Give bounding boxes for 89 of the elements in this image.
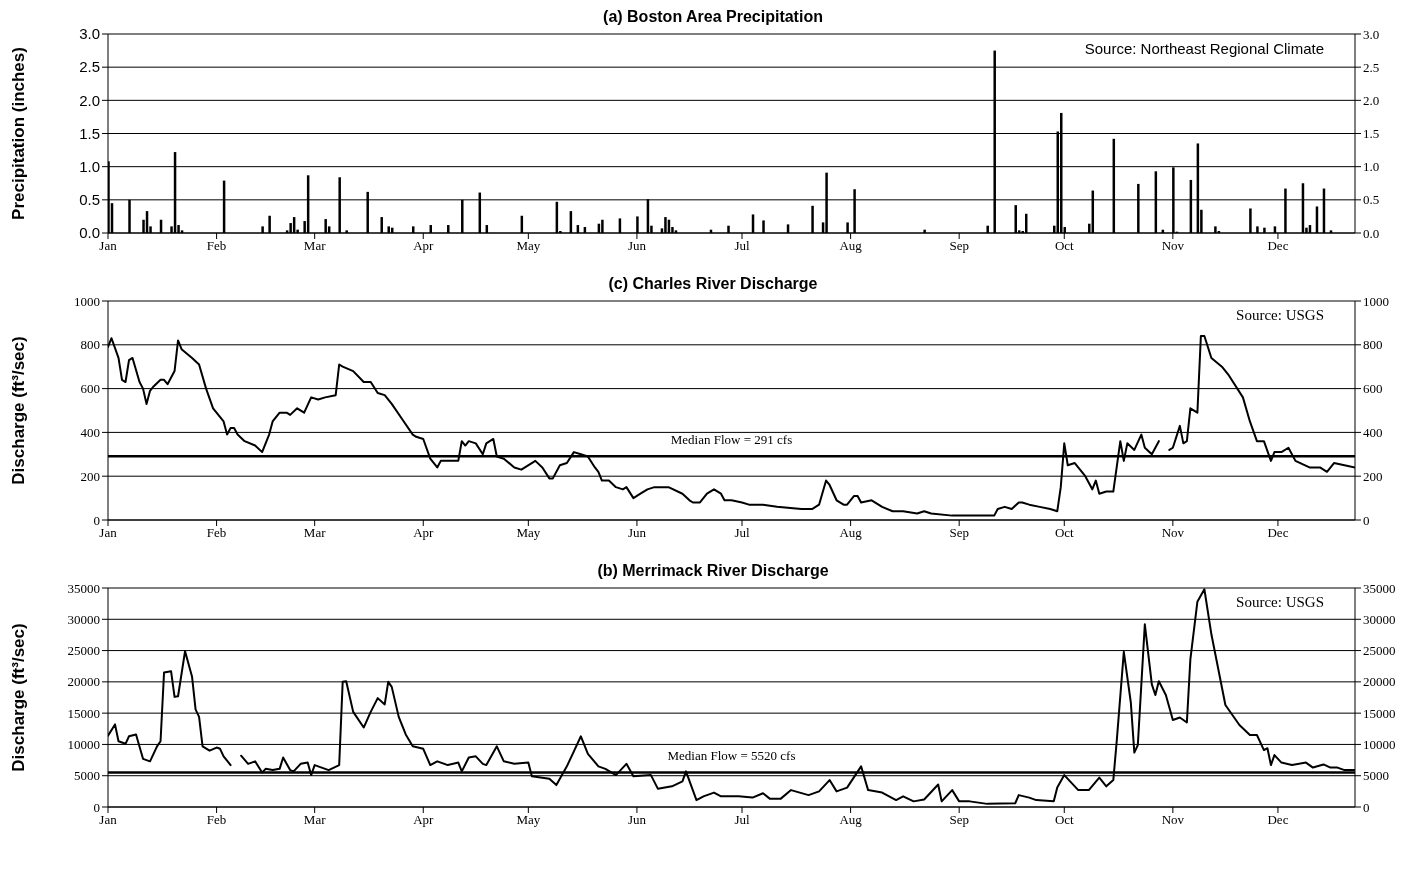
y2-tick-label: 600 <box>1363 381 1383 397</box>
x-tick-label: Nov <box>1161 525 1185 541</box>
x-tick-label: May <box>516 812 541 828</box>
y2-tick-label: 1.5 <box>1363 126 1380 142</box>
y2-tick-label: 20000 <box>1363 674 1396 690</box>
x-tick-label: Aug <box>839 238 863 254</box>
x-tick-label: Jan <box>99 238 118 254</box>
y2-tick-label: 1000 <box>1363 293 1389 309</box>
y-tick-label: 0 <box>93 799 100 815</box>
y-tick-label: 2.5 <box>79 58 100 76</box>
y2-tick-label: 2.5 <box>1363 59 1380 75</box>
y-tick-label: 2.0 <box>79 91 100 109</box>
x-tick-label: Jun <box>627 238 647 254</box>
y-tick-label: 3.0 <box>79 25 100 43</box>
y-axis-title: Discharge (ft³/sec) <box>9 623 29 772</box>
x-tick-label: Jan <box>99 812 118 828</box>
x-tick-label: Jul <box>734 238 750 254</box>
y-axis-title: Precipitation (inches) <box>9 47 29 220</box>
y-tick-label: 200 <box>80 468 100 484</box>
y-axis-title: Discharge (ft³/sec) <box>9 336 29 485</box>
x-tick-label: Aug <box>839 525 863 541</box>
y-tick-label: 25000 <box>67 643 100 659</box>
y-tick-label: 1.0 <box>79 157 100 175</box>
x-tick-label: Feb <box>206 812 227 828</box>
y2-tick-label: 0.5 <box>1363 192 1380 208</box>
x-tick-label: Sep <box>949 812 969 828</box>
x-tick-label: Jul <box>734 812 750 828</box>
x-tick-label: Dec <box>1267 525 1289 541</box>
x-tick-label: Oct <box>1054 812 1075 828</box>
x-tick-label: Feb <box>206 525 227 541</box>
y2-tick-label: 30000 <box>1363 611 1396 627</box>
x-tick-label: Apr <box>413 525 435 541</box>
y2-tick-label: 800 <box>1363 337 1383 353</box>
x-tick-label: Feb <box>206 238 227 254</box>
y-tick-label: 35000 <box>67 580 100 596</box>
ref-line-label: Median Flow = 291 cfs <box>670 432 793 448</box>
y-tick-label: 10000 <box>67 737 100 753</box>
annotation: Source: USGS <box>1232 594 1328 611</box>
x-tick-label: Aug <box>839 812 863 828</box>
y-tick-label: 1000 <box>74 293 100 309</box>
x-tick-label: Mar <box>303 238 327 254</box>
chart-title: (b) Merrimack River Discharge <box>596 562 830 580</box>
y2-tick-label: 200 <box>1363 468 1383 484</box>
y2-tick-label: 10000 <box>1363 737 1396 753</box>
x-tick-label: Sep <box>949 238 969 254</box>
y-tick-label: 0.5 <box>79 191 100 209</box>
y2-tick-label: 5000 <box>1363 768 1389 784</box>
x-tick-label: Dec <box>1267 238 1289 254</box>
x-tick-label: May <box>516 238 541 254</box>
y-tick-label: 5000 <box>74 768 100 784</box>
y-tick-label: 600 <box>80 381 100 397</box>
x-tick-label: Dec <box>1267 812 1289 828</box>
x-tick-label: May <box>516 525 541 541</box>
x-tick-label: Oct <box>1054 238 1075 254</box>
y2-tick-label: 0.0 <box>1363 225 1380 241</box>
y2-tick-label: 35000 <box>1363 580 1396 596</box>
chart-title: (a) Boston Area Precipitation <box>602 8 824 26</box>
x-tick-label: Oct <box>1054 525 1075 541</box>
x-tick-label: Jan <box>99 525 118 541</box>
x-tick-label: Apr <box>413 812 435 828</box>
y2-tick-label: 3.0 <box>1363 26 1380 42</box>
ref-line-label: Median Flow = 5520 cfs <box>667 748 796 764</box>
y2-tick-label: 0 <box>1363 512 1370 528</box>
y2-tick-label: 400 <box>1363 425 1383 441</box>
x-tick-label: Sep <box>949 525 969 541</box>
x-tick-label: Nov <box>1161 812 1185 828</box>
y-tick-label: 20000 <box>67 674 100 690</box>
x-tick-label: Jun <box>627 812 647 828</box>
y-tick-label: 15000 <box>67 705 100 721</box>
x-tick-label: Mar <box>303 525 327 541</box>
x-tick-label: Jun <box>627 525 647 541</box>
chart-title: (c) Charles River Discharge <box>607 275 819 293</box>
y2-tick-label: 0 <box>1363 799 1370 815</box>
annotation: Source: Northeast Regional Climate <box>1080 40 1328 57</box>
y-tick-label: 400 <box>80 425 100 441</box>
y-tick-label: 800 <box>80 337 100 353</box>
annotation: Source: USGS <box>1232 307 1328 324</box>
y2-tick-label: 15000 <box>1363 705 1396 721</box>
y2-tick-label: 1.0 <box>1363 159 1380 175</box>
x-tick-label: Jul <box>734 525 750 541</box>
y2-tick-label: 2.0 <box>1363 92 1380 108</box>
x-tick-label: Mar <box>303 812 327 828</box>
y-tick-label: 0.0 <box>79 224 100 242</box>
y-tick-label: 1.5 <box>79 124 100 142</box>
x-tick-label: Nov <box>1161 238 1185 254</box>
x-tick-label: Apr <box>413 238 435 254</box>
y-tick-label: 30000 <box>67 611 100 627</box>
y2-tick-label: 25000 <box>1363 643 1396 659</box>
y-tick-label: 0 <box>93 512 100 528</box>
